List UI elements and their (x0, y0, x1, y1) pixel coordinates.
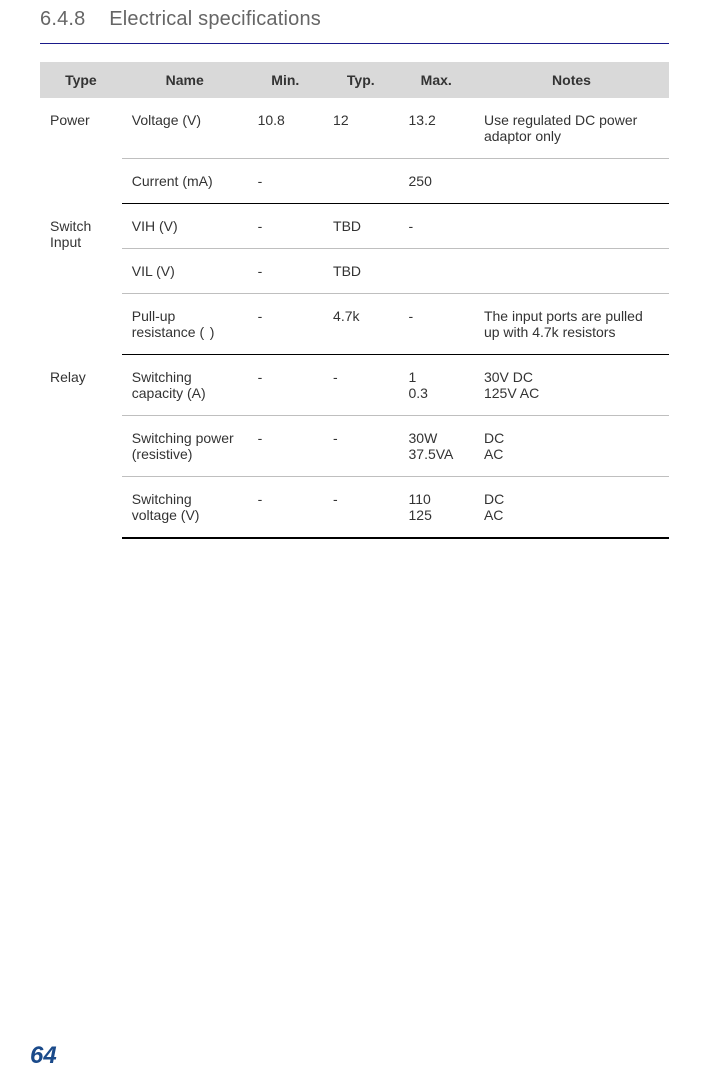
cell-max: 250 (399, 159, 474, 204)
section-number: 6.4.8 (40, 8, 85, 30)
cell-min: - (248, 294, 323, 355)
cell-type: Relay (40, 355, 122, 539)
cell-min: - (248, 355, 323, 416)
table-row: Relay Switching capacity (A) - - 1 0.3 3… (40, 355, 669, 416)
table-row: Switching power (resistive) - - 30W 37.5… (40, 416, 669, 477)
cell-min: - (248, 477, 323, 539)
heading-underline (40, 43, 669, 44)
cell-typ (323, 159, 398, 204)
cell-notes: Use regulated DC power adaptor only (474, 98, 669, 159)
col-typ: Typ. (323, 62, 398, 98)
cell-min: - (248, 159, 323, 204)
cell-name: Pull-up resistance ( ) (122, 294, 248, 355)
col-type: Type (40, 62, 122, 98)
cell-max: 30W 37.5VA (399, 416, 474, 477)
cell-name: VIH (V) (122, 204, 248, 249)
cell-notes: 30V DC 125V AC (474, 355, 669, 416)
cell-notes (474, 159, 669, 204)
cell-name: Switching capacity (A) (122, 355, 248, 416)
cell-type: Power (40, 98, 122, 204)
col-min: Min. (248, 62, 323, 98)
page-number: 64 (30, 1042, 57, 1070)
cell-notes (474, 249, 669, 294)
cell-max: 110 125 (399, 477, 474, 539)
cell-typ: - (323, 477, 398, 539)
cell-typ: 12 (323, 98, 398, 159)
cell-min: - (248, 249, 323, 294)
cell-name: VIL (V) (122, 249, 248, 294)
table-row: Current (mA) - 250 (40, 159, 669, 204)
cell-name: Switching power (resistive) (122, 416, 248, 477)
col-notes: Notes (474, 62, 669, 98)
cell-typ: - (323, 355, 398, 416)
cell-max: - (399, 294, 474, 355)
section-title: Electrical specifications (109, 8, 321, 30)
cell-name: Current (mA) (122, 159, 248, 204)
col-name: Name (122, 62, 248, 98)
cell-notes: The input ports are pulled up with 4.7k … (474, 294, 669, 355)
table-row: Power Voltage (V) 10.8 12 13.2 Use regul… (40, 98, 669, 159)
cell-typ: TBD (323, 204, 398, 249)
cell-max (399, 249, 474, 294)
table-row: VIL (V) - TBD (40, 249, 669, 294)
cell-typ: 4.7k (323, 294, 398, 355)
cell-min: - (248, 416, 323, 477)
cell-name: Switching voltage (V) (122, 477, 248, 539)
spec-table: Type Name Min. Typ. Max. Notes Power Vol… (40, 62, 669, 539)
col-max: Max. (399, 62, 474, 98)
cell-max: 13.2 (399, 98, 474, 159)
cell-min: 10.8 (248, 98, 323, 159)
table-header-row: Type Name Min. Typ. Max. Notes (40, 62, 669, 98)
cell-type: Switch Input (40, 204, 122, 355)
cell-notes: DC AC (474, 416, 669, 477)
cell-name: Voltage (V) (122, 98, 248, 159)
cell-notes (474, 204, 669, 249)
table-row: Switch Input VIH (V) - TBD - (40, 204, 669, 249)
cell-typ: - (323, 416, 398, 477)
table-row: Pull-up resistance ( ) - 4.7k - The inpu… (40, 294, 669, 355)
cell-max: - (399, 204, 474, 249)
cell-notes: DC AC (474, 477, 669, 539)
section-heading: 6.4.8 Electrical specifications (40, 0, 669, 43)
cell-min: - (248, 204, 323, 249)
cell-max: 1 0.3 (399, 355, 474, 416)
table-row: Switching voltage (V) - - 110 125 DC AC (40, 477, 669, 539)
cell-typ: TBD (323, 249, 398, 294)
